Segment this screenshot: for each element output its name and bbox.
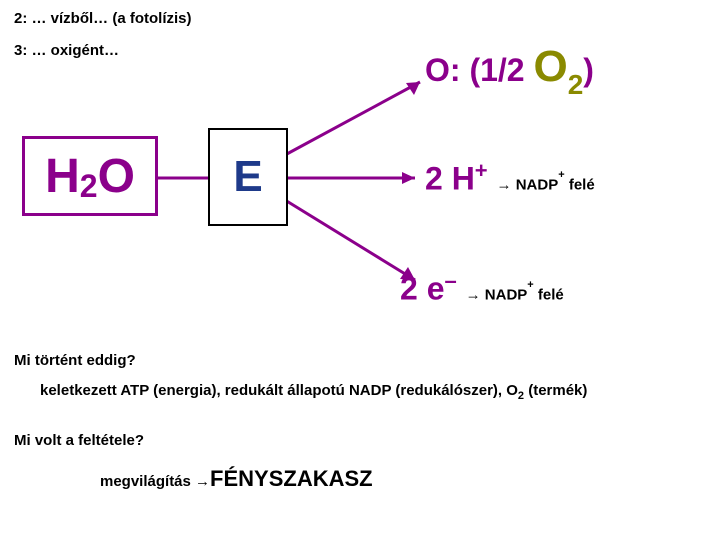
answer-1b: (termék) [524, 382, 587, 399]
eminus-fele: felé [534, 287, 564, 304]
eminus-output: 2 e– → NADP+ felé [400, 268, 564, 308]
hplus-arrow: → NADP [497, 177, 559, 194]
answer-2a: megvilágítás → [100, 473, 210, 490]
h2o-sub2: 2 [80, 168, 98, 205]
hplus-two: 2 [425, 161, 452, 197]
oxygen-O: O [533, 42, 567, 91]
oxygen-close: ) [583, 52, 594, 88]
eminus-arrow: → NADP [466, 287, 528, 304]
eminus-sup: – [444, 268, 456, 293]
question-2: Mi volt a feltétele? [14, 432, 144, 449]
hplus-fele: felé [565, 177, 595, 194]
answer-1a: keletkezett ATP (energia), redukált álla… [40, 382, 518, 399]
line-3: 3: … oxigént… [14, 42, 119, 59]
answer-2: megvilágítás →FÉNYSZAKASZ [100, 466, 373, 492]
question-1: Mi történt eddig? [14, 352, 136, 369]
line-2: 2: … vízből… (a fotolízis) [14, 10, 192, 27]
oxygen-sub2: 2 [568, 69, 584, 100]
answer-2b: FÉNYSZAKASZ [210, 466, 373, 491]
hplus-sup: + [475, 158, 488, 183]
e-box: E [208, 128, 288, 226]
oxygen-pre: O: (1/2 [425, 52, 533, 88]
h2o-O: O [98, 149, 135, 204]
hplus-output: 2 H+ → NADP+ felé [425, 158, 595, 198]
arrows-svg [0, 0, 720, 540]
answer-1: keletkezett ATP (energia), redukált álla… [40, 382, 587, 402]
eminus-two: 2 [400, 271, 427, 307]
eminus-e: e [427, 271, 445, 307]
h2o-H: H [45, 149, 80, 204]
hplus-H: H [452, 161, 475, 197]
h2o-box: H2O [22, 136, 158, 216]
oxygen-output: O: (1/2 O2) [425, 42, 594, 95]
